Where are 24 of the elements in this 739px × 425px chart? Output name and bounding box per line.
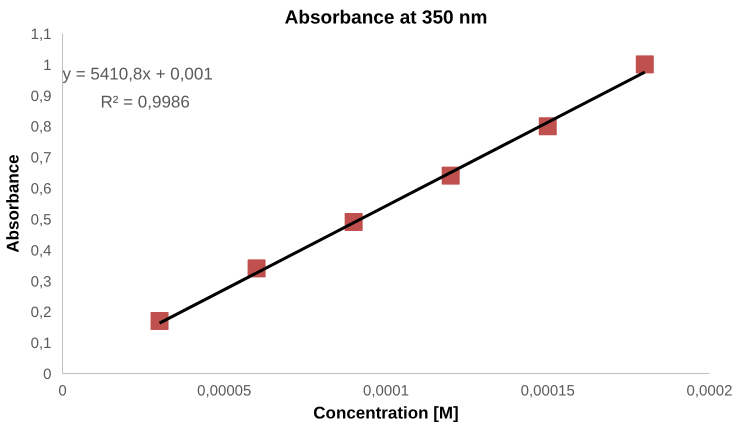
annotation: y = 5410,8x + 0,001 <box>62 64 213 84</box>
y-tick-label: 0,2 <box>30 304 52 322</box>
y-tick-label: 1 <box>43 56 52 74</box>
x-tick-label: 0,00015 <box>520 382 575 400</box>
y-tick-label: 0,4 <box>30 242 52 260</box>
y-tick-label: 0,6 <box>30 180 52 198</box>
y-tick-label: 0,9 <box>30 88 52 105</box>
x-tick-label: 0 <box>58 382 67 400</box>
annotation: R² = 0,9986 <box>100 92 190 112</box>
y-axis-title: Absorbance <box>4 154 23 253</box>
y-tick-label: 0,3 <box>30 273 52 290</box>
point <box>636 55 654 74</box>
y-tick-label: 0 <box>43 366 52 383</box>
y-tick-label: 0,5 <box>30 211 52 228</box>
point <box>150 312 169 330</box>
x-tick-label: 0,0002 <box>686 382 732 400</box>
chart-title: Absorbance at 350 nm <box>284 8 488 28</box>
x-tick-label: 0,0001 <box>363 382 409 400</box>
y-tick-label: 0,1 <box>30 335 52 352</box>
x-tick-label: 0,00005 <box>197 382 252 400</box>
y-tick-label: 0,7 <box>30 150 52 167</box>
y-tick-label: 1,1 <box>30 26 52 43</box>
x-axis-title: Concentration [M] <box>313 404 459 422</box>
y-tick-label: 0,8 <box>30 118 52 136</box>
